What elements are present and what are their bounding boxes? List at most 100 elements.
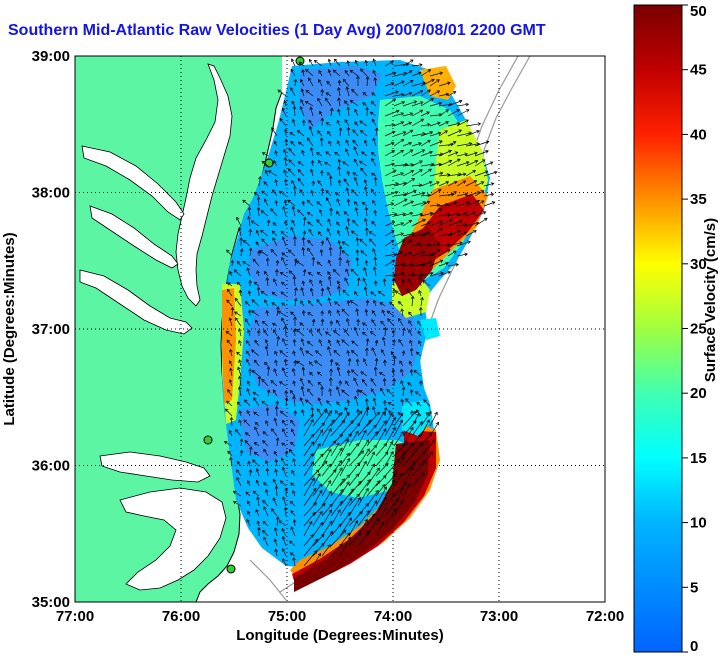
velocity-vector xyxy=(402,100,417,107)
velocity-vector xyxy=(312,553,321,567)
velocity-vector xyxy=(261,161,269,167)
velocity-vector-head xyxy=(323,408,328,412)
velocity-vector-head xyxy=(346,474,350,479)
velocity-vector-head xyxy=(311,256,316,261)
velocity-vector-head xyxy=(264,345,269,350)
velocity-vector xyxy=(347,400,350,407)
velocity-vector xyxy=(287,199,296,207)
velocity-vector-head xyxy=(400,121,405,125)
velocity-vector xyxy=(315,350,323,357)
velocity-vector xyxy=(411,109,423,117)
velocity-vector xyxy=(229,349,233,357)
velocity-vector-head xyxy=(301,200,306,205)
velocity-vector xyxy=(356,308,359,317)
velocity-vector xyxy=(438,244,451,247)
velocity-vector xyxy=(393,233,404,237)
velocity-vector xyxy=(362,102,368,107)
velocity-vector xyxy=(429,204,440,207)
velocity-vector xyxy=(348,443,359,457)
velocity-vector-head xyxy=(392,273,397,277)
velocity-vector-head xyxy=(355,257,360,261)
velocity-vector-head xyxy=(318,483,322,488)
velocity-vector-head xyxy=(306,341,311,345)
velocity-vector-head xyxy=(287,168,292,172)
velocity-vector xyxy=(321,469,337,487)
velocity-vector-head xyxy=(419,441,423,446)
velocity-vector-head xyxy=(291,58,295,62)
velocity-vector xyxy=(357,531,370,547)
velocity-vector-head xyxy=(297,161,302,165)
velocity-vector xyxy=(384,274,396,277)
velocity-vector xyxy=(390,351,395,357)
velocity-vector xyxy=(301,287,305,297)
velocity-vector xyxy=(254,451,260,457)
velocity-vector xyxy=(326,81,332,87)
velocity-vector xyxy=(400,369,404,377)
velocity-vector-head xyxy=(408,91,413,96)
velocity-vector xyxy=(338,179,341,187)
velocity-vector xyxy=(330,447,343,467)
velocity-vector xyxy=(420,232,430,237)
velocity-vector-head xyxy=(395,90,399,94)
velocity-vector-head xyxy=(280,457,285,462)
velocity-vector xyxy=(483,201,495,207)
velocity-vector-head xyxy=(339,500,343,505)
velocity-vector-head xyxy=(369,238,373,243)
velocity-vector-head xyxy=(273,527,278,531)
velocity-vector xyxy=(272,291,278,297)
velocity-vector-head xyxy=(252,258,257,263)
velocity-vector xyxy=(372,406,377,417)
velocity-vector xyxy=(411,296,414,307)
velocity-vector xyxy=(303,230,305,237)
velocity-vector-head xyxy=(307,247,311,252)
velocity-vector-head xyxy=(329,520,333,525)
velocity-vector xyxy=(346,86,350,97)
velocity-vector xyxy=(335,362,341,367)
velocity-vector xyxy=(254,442,260,447)
velocity-vector xyxy=(364,218,368,227)
velocity-vector-head xyxy=(329,207,333,211)
velocity-vector xyxy=(402,142,412,147)
velocity-vector-head xyxy=(472,170,477,174)
velocity-vector xyxy=(260,291,269,297)
velocity-vector xyxy=(348,431,359,447)
velocity-vector xyxy=(336,198,341,207)
velocity-vector xyxy=(305,399,314,407)
velocity-vector-head xyxy=(341,478,345,482)
velocity-vector xyxy=(362,379,368,387)
velocity-vector-head xyxy=(310,168,314,173)
velocity-vector xyxy=(411,460,426,477)
velocity-field-elevated xyxy=(420,66,456,100)
velocity-vector xyxy=(330,478,345,497)
velocity-vector xyxy=(357,430,367,447)
velocity-vector xyxy=(356,249,359,257)
velocity-vector-head xyxy=(271,428,275,432)
velocity-vector xyxy=(418,340,422,347)
velocity-vector-head xyxy=(293,316,297,320)
velocity-vector xyxy=(226,400,233,407)
velocity-vector-head xyxy=(346,399,351,404)
velocity-vector-head xyxy=(339,412,343,416)
velocity-vector xyxy=(351,89,359,97)
velocity-vector xyxy=(411,142,422,147)
velocity-vector-head xyxy=(447,270,451,275)
velocity-vector-head xyxy=(304,101,309,105)
y-axis-title: Latitude (Degrees:Minutes) xyxy=(1,232,18,425)
velocity-vector-head xyxy=(320,287,325,292)
velocity-vector-head xyxy=(292,105,297,110)
velocity-vector xyxy=(345,139,350,147)
velocity-vector-head xyxy=(292,328,297,333)
velocity-vector xyxy=(405,398,413,407)
velocity-vector-head xyxy=(473,180,478,184)
velocity-vector xyxy=(339,453,350,467)
velocity-vector xyxy=(326,172,332,177)
velocity-vector xyxy=(364,179,368,187)
velocity-vector-head xyxy=(324,409,329,414)
velocity-vector-head xyxy=(261,238,265,242)
velocity-vector-head xyxy=(274,179,278,183)
velocity-vector xyxy=(447,213,460,217)
velocity-vector xyxy=(290,141,296,147)
velocity-vector-head xyxy=(417,320,421,325)
y-tick-label: 38:00 xyxy=(32,185,70,202)
velocity-vector xyxy=(360,250,368,257)
